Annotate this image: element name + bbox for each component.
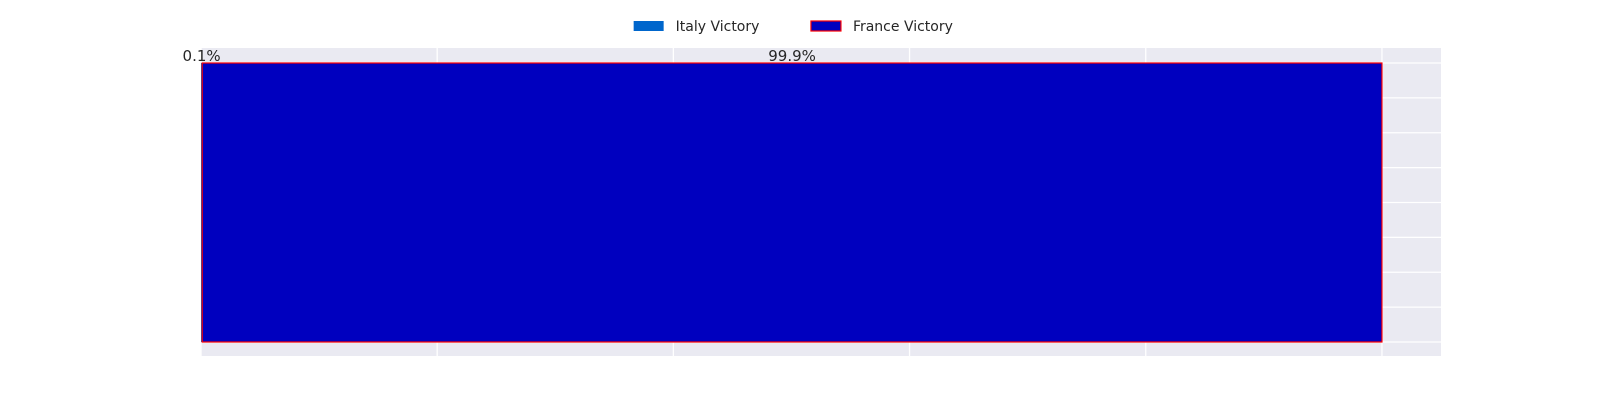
legend-swatch-france-victory <box>810 20 842 32</box>
legend-item-italy-victory: Italy Victory <box>633 19 760 35</box>
bar-france-victory <box>201 62 1383 343</box>
legend-label-italy-victory: Italy Victory <box>676 19 760 35</box>
legend: Italy Victory France Victory <box>633 19 953 35</box>
legend-item-france-victory: France Victory <box>810 19 953 35</box>
data-label-italy-victory: 0.1% <box>183 47 221 65</box>
legend-swatch-italy-victory <box>633 21 664 31</box>
data-label-france-victory: 99.9% <box>768 47 816 65</box>
plot-area: 0.1% 99.9% <box>183 47 1441 356</box>
legend-label-france-victory: France Victory <box>853 19 953 35</box>
